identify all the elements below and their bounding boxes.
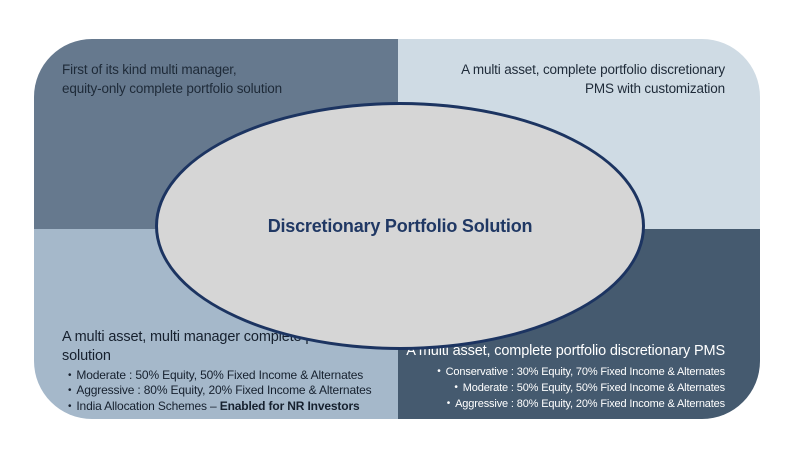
bullet-icon: • [68,369,72,381]
bottom-right-bullet-2: Moderate : 50% Equity, 50% Fixed Income … [462,382,725,394]
center-title: Discretionary Portfolio Solution [267,215,533,236]
bottom-left-bullet-3-prefix: India Allocation Schemes – [76,398,220,413]
quadrant-top-left-text: First of its kind multi manager, equity-… [62,61,282,99]
top-left-line-1: First of its kind multi manager, [62,62,237,77]
top-right-line-1: A multi asset, complete portfolio discre… [461,62,725,77]
list-item: • Moderate : 50% Equity, 50% Fixed Income… [406,380,725,396]
list-item: • Aggressive : 80% Equity, 20% Fixed Inco… [406,396,725,412]
bottom-left-bullet-2: Aggressive : 80% Equity, 20% Fixed Incom… [76,383,372,397]
bullet-icon: • [68,400,72,412]
center-ellipse: Discretionary Portfolio Solution [155,102,645,350]
bottom-right-heading: A multi asset, complete portfolio discre… [406,343,725,359]
bullet-icon: • [454,382,458,393]
list-item: • Moderate : 50% Equity, 50% Fixed Income… [62,368,398,384]
quadrant-bottom-right-text: A multi asset, complete portfolio discre… [406,342,725,412]
bottom-left-bullet-3-bold: Enabled for NR Investors [219,398,360,413]
top-left-line-2: equity-only complete portfolio solution [62,80,283,96]
bullet-icon: • [68,385,72,396]
list-item: • Aggressive : 80% Equity, 20% Fixed Inco… [62,383,398,399]
bullet-icon: • [437,366,441,377]
bottom-left-bullet-1: Moderate : 50% Equity, 50% Fixed Income … [76,367,364,382]
quadrant-top-right-text: A multi asset, complete portfolio discre… [461,61,725,99]
top-right-line-2: PMS with customization [585,80,725,96]
list-item: • India Allocation Schemes – Enabled for … [62,399,398,415]
bottom-right-bullet-3: Aggressive : 80% Equity, 20% Fixed Incom… [455,398,725,410]
bottom-right-bullet-1: Conservative : 30% Equity, 70% Fixed Inc… [445,366,726,378]
bullet-icon: • [446,398,451,409]
list-item: • Conservative : 30% Equity, 70% Fixed In… [406,364,725,380]
